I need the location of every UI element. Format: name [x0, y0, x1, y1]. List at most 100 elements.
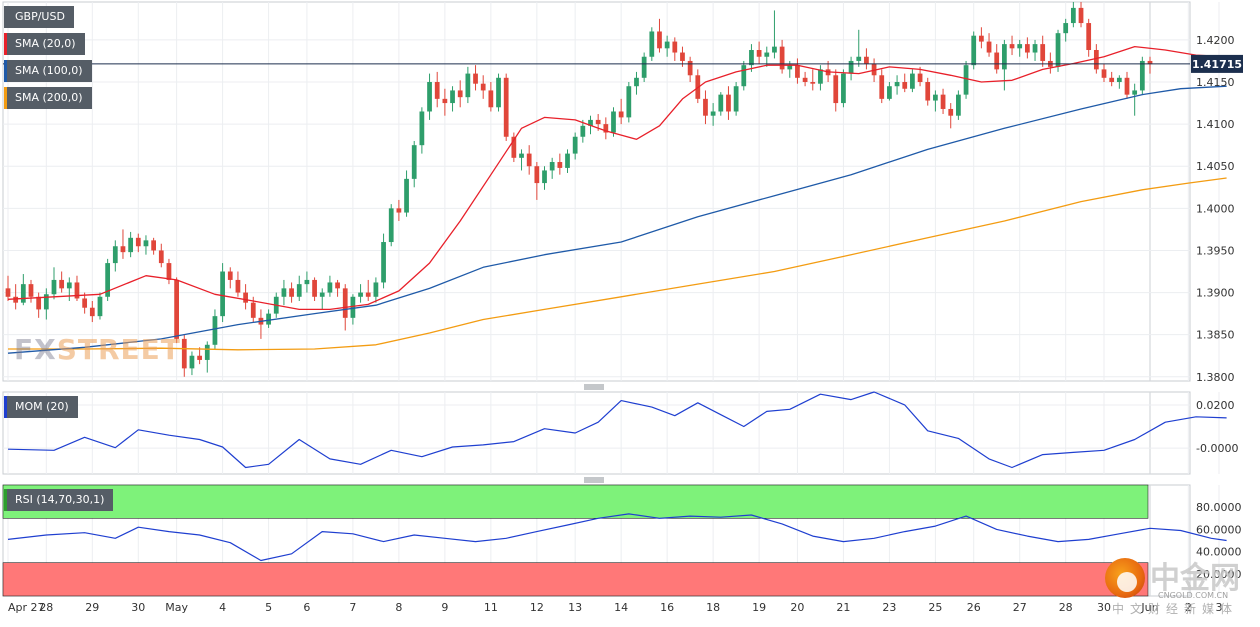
- candle-body: [1109, 77, 1115, 83]
- candle-body: [128, 237, 134, 253]
- candle-body: [465, 73, 471, 98]
- momentum-y-tick-label: 0.0200: [1196, 399, 1235, 412]
- x-tick-label: 25: [928, 601, 942, 614]
- candle-body: [956, 94, 961, 116]
- candle-body: [411, 145, 417, 179]
- x-tick-label: 19: [752, 601, 766, 614]
- legend-symbol[interactable]: GBP/USD: [4, 6, 74, 28]
- x-tick-label: 28: [39, 601, 53, 614]
- x-tick-label: 7: [349, 601, 356, 614]
- legend-symbol-swatch: [4, 6, 7, 28]
- x-tick-label: May: [165, 601, 188, 614]
- candle-body: [13, 296, 19, 303]
- legend-symbol-label: GBP/USD: [15, 10, 65, 23]
- momentum-y-tick-label: -0.0000: [1196, 442, 1238, 455]
- candle-body: [350, 296, 356, 318]
- candle-body: [572, 136, 578, 154]
- candle-body: [281, 288, 287, 297]
- x-tick-label: 26: [967, 601, 981, 614]
- candle-body: [20, 284, 26, 303]
- candle-body: [626, 86, 632, 118]
- candle-body: [220, 271, 225, 317]
- candle-body: [603, 124, 609, 133]
- price-y-tick-label: 1.4150: [1196, 76, 1235, 89]
- candle-body: [450, 90, 455, 104]
- candle-body: [795, 65, 800, 78]
- candle-body: [1009, 44, 1015, 49]
- legend-sma100[interactable]: SMA (100,0): [4, 60, 92, 82]
- legend-sma20[interactable]: SMA (20,0): [4, 33, 85, 55]
- x-tick-label: Jun: [1140, 601, 1158, 614]
- x-tick-label: 16: [660, 601, 674, 614]
- candle-body: [457, 90, 463, 98]
- candle-body: [641, 56, 647, 78]
- candle-body: [1093, 50, 1099, 70]
- candle-body: [404, 178, 409, 213]
- candle-body: [365, 292, 371, 297]
- candle-body: [703, 98, 708, 116]
- candle-body: [1063, 23, 1069, 34]
- candle-body: [82, 298, 88, 308]
- candle-body: [488, 90, 494, 108]
- candle-body: [181, 338, 187, 369]
- candle-body: [480, 83, 486, 91]
- last-price-tag: [1191, 54, 1243, 73]
- x-tick-label: Apr 27: [8, 601, 45, 614]
- candle-body: [657, 31, 662, 49]
- price-y-tick-label: 1.3900: [1196, 287, 1235, 300]
- candle-body: [511, 136, 517, 158]
- x-tick-label: 27: [1013, 601, 1027, 614]
- candle-body: [1055, 33, 1061, 67]
- candle-body: [74, 282, 80, 299]
- candle-body: [105, 263, 111, 297]
- candle-body: [59, 279, 65, 289]
- legend-sma200[interactable]: SMA (200,0): [4, 87, 92, 109]
- sma100-line: [7, 85, 1227, 354]
- candle-body: [986, 41, 992, 53]
- candle-body: [910, 73, 915, 89]
- candle-body: [235, 279, 241, 293]
- candle-body: [166, 263, 172, 280]
- candle-body: [933, 94, 938, 101]
- x-tick-label: 18: [706, 601, 720, 614]
- candle-body: [802, 77, 808, 83]
- candle-body: [756, 50, 762, 57]
- candle-body: [1101, 69, 1107, 78]
- candle-body: [36, 296, 42, 310]
- x-tick-label: 11: [484, 601, 498, 614]
- candle-body: [565, 153, 570, 168]
- legend-rsi[interactable]: RSI (14,70,30,1): [4, 489, 114, 511]
- legend-sma200-swatch: [4, 87, 7, 109]
- candle-body: [396, 208, 402, 213]
- cngold-logo-name: 中金网: [1150, 561, 1240, 596]
- sma20-line: [7, 45, 1227, 311]
- x-tick-label: 29: [85, 601, 99, 614]
- candle-body: [43, 294, 49, 310]
- candle-body: [871, 63, 877, 76]
- legend-momentum[interactable]: MOM (20): [4, 396, 78, 418]
- candle-body: [542, 170, 547, 184]
- candle-body: [1070, 7, 1076, 24]
- candle-body: [473, 73, 478, 84]
- candle-body: [174, 279, 179, 339]
- legend-sma20-swatch: [4, 33, 7, 55]
- x-tick-label: 8: [395, 601, 402, 614]
- x-tick-label: 30: [131, 601, 145, 614]
- x-tick-label: 5: [265, 601, 272, 614]
- price-y-tick-label: 1.3950: [1196, 244, 1235, 257]
- x-tick-label: 14: [614, 601, 628, 614]
- x-tick-label: 23: [882, 601, 896, 614]
- candle-body: [5, 288, 11, 297]
- candle-body: [664, 41, 670, 49]
- candle-body: [51, 279, 57, 295]
- candle-body: [243, 292, 248, 303]
- x-tick-label: 12: [530, 601, 544, 614]
- candle-body: [319, 292, 325, 297]
- rsi-y-tick-label: 80.0000: [1196, 501, 1242, 514]
- candle-body: [1001, 44, 1007, 70]
- candle-body: [994, 52, 1000, 70]
- candle-body: [66, 282, 72, 289]
- price-y-tick-label: 1.4050: [1196, 160, 1235, 173]
- candle-body: [925, 82, 931, 101]
